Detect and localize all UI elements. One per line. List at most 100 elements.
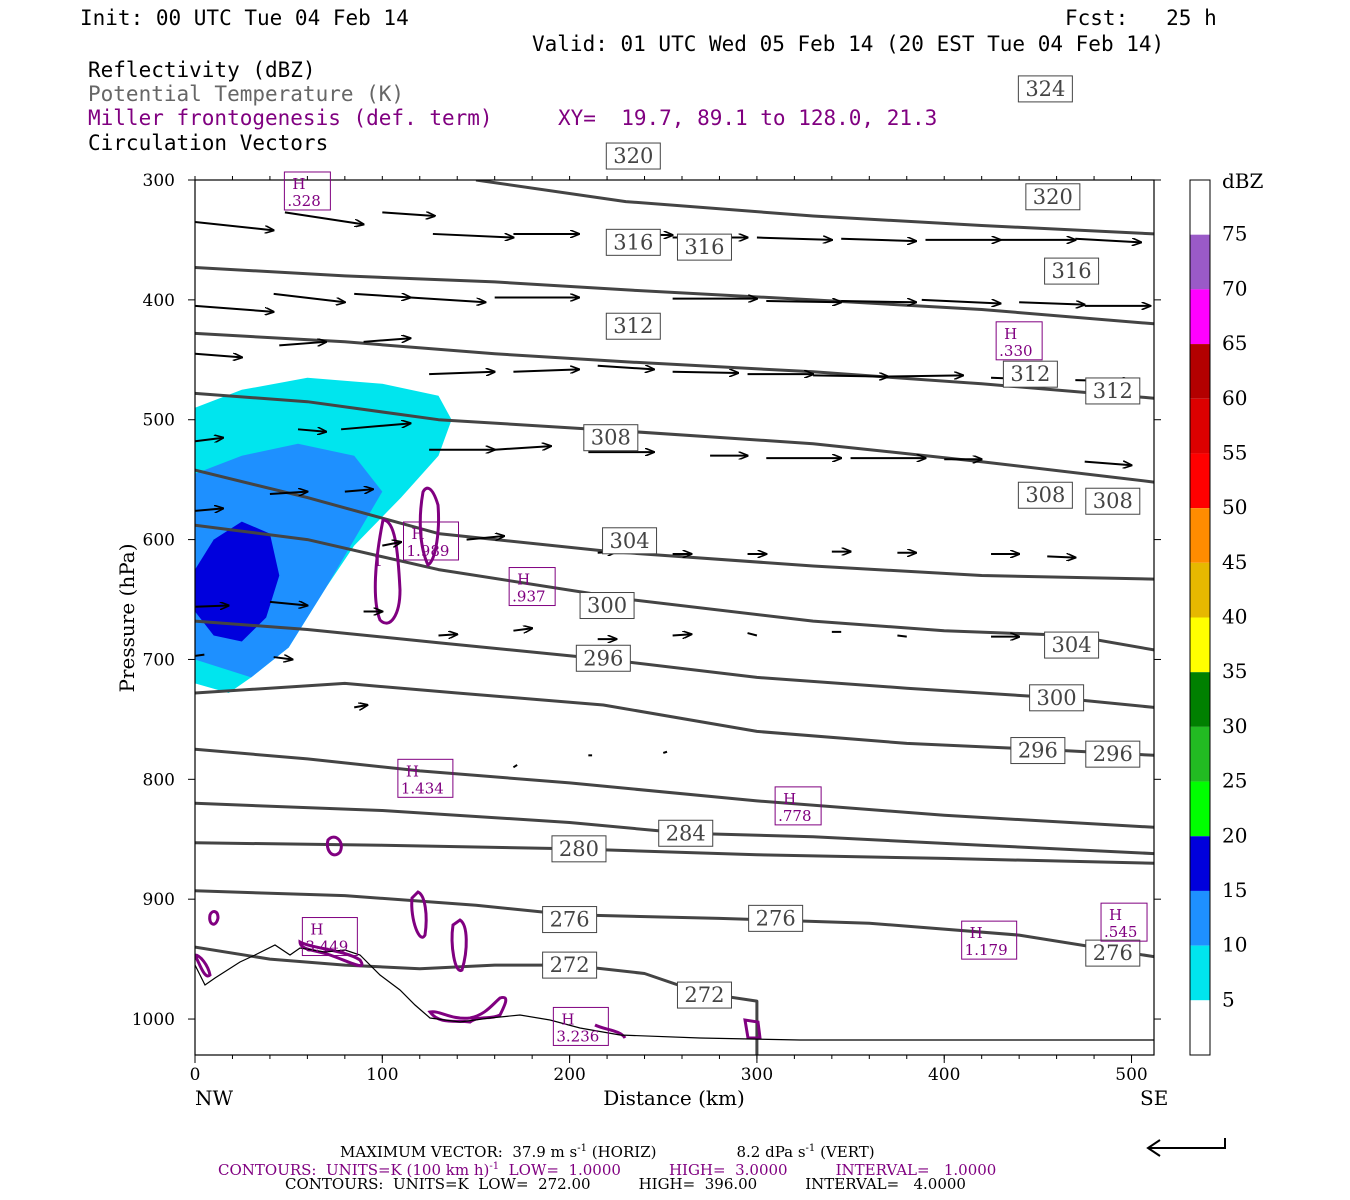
theta-contour-label: 272 (684, 983, 724, 1007)
theta-contour-320 (195, 266, 1154, 326)
theta-contour-label: 272 (550, 953, 590, 977)
x-tick-label: 400 (928, 1065, 960, 1085)
frontogenesis-contour (427, 995, 508, 1024)
theta-label-box (1017, 481, 1073, 509)
colorbar-level-label: 5 (1222, 987, 1235, 1011)
y-tick-label: 1000 (132, 1010, 175, 1030)
theta-label-box (575, 644, 631, 672)
theta-contour-label: 280 (559, 837, 599, 861)
frontogenesis-max-value: 1.179 (965, 941, 1008, 959)
frontogenesis-max-marker: H (783, 790, 796, 808)
colorbar-swatch (1190, 726, 1210, 782)
circulation-vector (512, 764, 518, 769)
frontogenesis-contour (325, 835, 343, 857)
colorbar-level-label: 25 (1222, 769, 1247, 793)
frontogenesis-max-marker: H (310, 921, 323, 939)
circulation-vector (662, 750, 668, 754)
circulation-vector (429, 372, 495, 374)
frontogenesis-contour-label: 1 (373, 552, 383, 570)
frontogenesis-max-box (774, 786, 822, 826)
x-end-left-label: NW (195, 1086, 234, 1110)
theta-label-box (1025, 183, 1081, 211)
circulation-vector (747, 632, 758, 637)
circulation-vector (1019, 302, 1085, 304)
colorbar-level-label: 35 (1222, 659, 1247, 683)
frontogenesis-max-box (403, 521, 460, 561)
circulation-vector (273, 657, 293, 659)
circulation-vector (841, 239, 916, 241)
x-tick-label: 200 (553, 1065, 585, 1085)
circulation-vector (897, 634, 907, 638)
y-tick-label: 600 (143, 531, 175, 551)
plot-frame (194, 179, 1155, 1056)
frontogenesis-max-box (397, 758, 454, 798)
y-tick-label: 400 (143, 291, 175, 311)
frontogenesis-max-box (1100, 902, 1148, 942)
y-tick-label: 500 (143, 411, 175, 431)
circulation-vector (297, 429, 326, 431)
frontogenesis-contour (208, 910, 220, 926)
colorbar-swatch (1190, 617, 1210, 673)
circulation-vector (888, 375, 963, 376)
theta-contour-label: 276 (1093, 941, 1133, 965)
theta-label-box (748, 904, 804, 932)
circulation-vector (195, 220, 274, 230)
colorbar-level-label: 45 (1222, 550, 1247, 574)
colorbar-swatch (1190, 234, 1210, 290)
colorbar-level-label: 65 (1222, 331, 1247, 355)
circulation-vector (432, 232, 514, 238)
circulation-vector (494, 446, 551, 451)
colorbar-level-label: 20 (1222, 823, 1247, 847)
init-label: Init: 00 UTC Tue 04 Feb 14 (80, 6, 409, 30)
colorbar-swatch (1190, 781, 1210, 837)
theta-contour-316 (195, 331, 1154, 400)
frontogenesis-max-box (508, 567, 556, 607)
theta-contour-324 (475, 180, 1154, 236)
frontogenesis-max-value: .778 (778, 807, 811, 825)
circulation-vector (344, 489, 373, 491)
theta-contour-label: 300 (587, 594, 627, 618)
colorbar-level-label: 10 (1222, 933, 1247, 957)
x-tick-label: 300 (741, 1065, 773, 1085)
cross-section-xy-label: XY= 19.7, 89.1 to 128.0, 21.3 (558, 106, 938, 130)
frontogenesis-contour (743, 1018, 762, 1040)
frontogenesis-max-marker: H (412, 525, 425, 543)
theta-label-box (1017, 75, 1073, 103)
footer-max-vector: MAXIMUM VECTOR: 37.9 m s-1 (HORIZ) 8.2 dP… (340, 1143, 875, 1161)
theta-contour-label: 308 (1025, 483, 1065, 507)
y-tick-label: 900 (143, 890, 175, 910)
theta-contour-label: 296 (1018, 739, 1058, 763)
circulation-vector (756, 238, 832, 240)
field-reflectivity-label: Reflectivity (dBZ) (88, 58, 316, 82)
circulation-vector (363, 338, 411, 342)
colorbar-frame (1189, 179, 1211, 1056)
frontogenesis-max-marker: H (1004, 325, 1017, 343)
frontogenesis-max-value: 3.449 (305, 938, 348, 956)
theta-label-box (605, 228, 661, 256)
theta-label-box (583, 424, 639, 452)
colorbar-level-label: 75 (1222, 222, 1247, 246)
theta-contour-label: 300 (1037, 686, 1077, 710)
theta-contour-label: 308 (591, 426, 631, 450)
field-theta-label: Potential Temperature (K) (88, 82, 405, 106)
theta-label-box (676, 233, 732, 261)
colorbar-level-label: 55 (1222, 440, 1247, 464)
theta-contour-label: 304 (610, 529, 650, 553)
frontogenesis-contour (418, 486, 440, 568)
frontogenesis-contour (450, 918, 468, 972)
theta-contour-276 (195, 889, 1154, 959)
circulation-vector (841, 301, 916, 302)
colorbar-swatch (1190, 508, 1210, 563)
circulation-vector (341, 423, 410, 431)
frontogenesis-max-box (283, 171, 331, 211)
forecast-hour-label: Fcst: 25 h (1065, 6, 1217, 30)
colorbar-level-label: 50 (1222, 495, 1247, 519)
circulation-vector (354, 292, 410, 298)
colorbar-level-label: 40 (1222, 605, 1247, 629)
frontogenesis-max-value: 1.434 (401, 779, 444, 797)
theta-label-box (1085, 487, 1141, 515)
colorbar-swatch (1190, 836, 1210, 891)
circulation-vector (269, 602, 307, 606)
theta-label-box (676, 981, 732, 1009)
circulation-vector (1075, 237, 1141, 243)
